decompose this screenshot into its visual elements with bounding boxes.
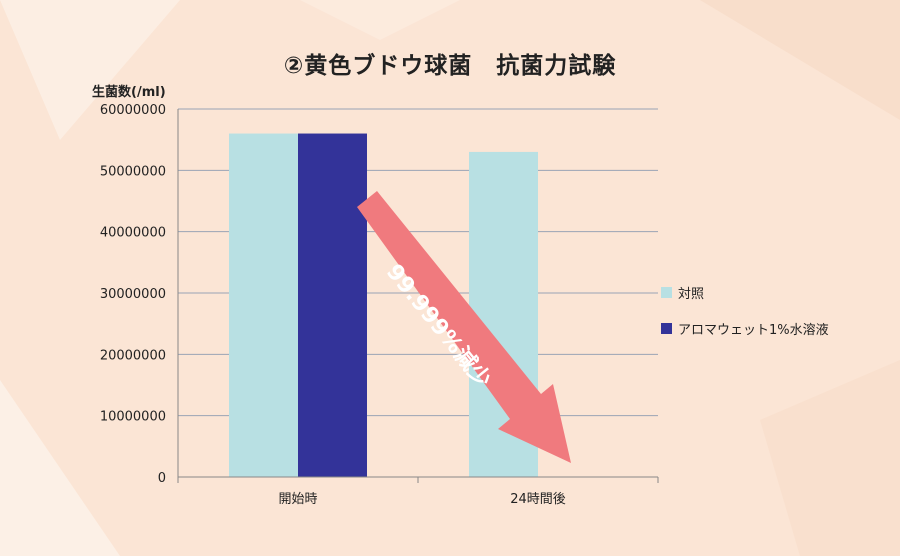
axes	[177, 109, 659, 483]
x-tick-label: 24時間後	[510, 492, 566, 507]
y-tick-label: 50000000	[100, 164, 166, 179]
y-tick-label: 40000000	[100, 226, 166, 241]
bar	[298, 133, 367, 478]
legend-item-aromawet: アロマウェット1%水溶液	[661, 319, 829, 338]
y-tick-labels: 60000000 50000000 40000000 30000000 20000000…	[100, 103, 166, 486]
y-tick-label: 30000000	[100, 287, 166, 302]
y-tick-label: 0	[158, 471, 166, 486]
legend: 対照 アロマウェット1%水溶液	[661, 283, 829, 355]
bar	[229, 133, 298, 478]
bars	[229, 133, 538, 478]
x-tick-label: 開始時	[278, 492, 317, 507]
chart-title: ②黄色ブドウ球菌 抗菌力試験	[283, 53, 617, 79]
legend-swatch	[661, 286, 672, 298]
reduction-arrow	[357, 191, 571, 463]
legend-swatch	[661, 322, 672, 334]
reduction-arrow-shape	[357, 191, 571, 463]
legend-item-control: 対照	[661, 283, 829, 302]
x-tick-labels: 開始時 24時間後	[278, 492, 565, 507]
y-tick-label: 20000000	[100, 348, 166, 363]
y-axis-label: 生菌数(/ml)	[92, 85, 166, 100]
legend-label: 対照	[678, 286, 705, 302]
legend-label: アロマウェット1%水溶液	[678, 322, 829, 338]
y-tick-label: 10000000	[100, 410, 166, 425]
y-tick-label: 60000000	[100, 103, 166, 118]
